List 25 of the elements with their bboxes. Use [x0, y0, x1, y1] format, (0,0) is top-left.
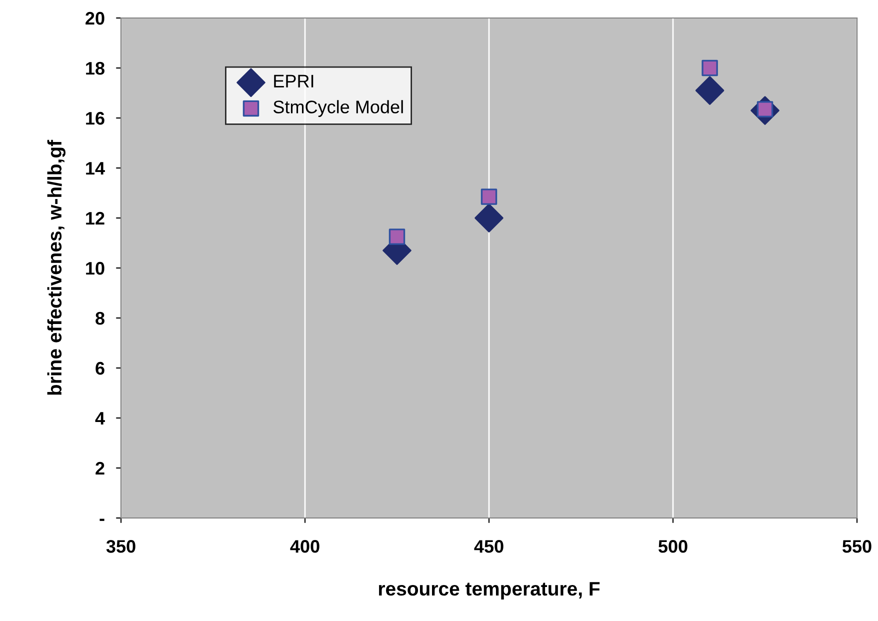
x-tick-label: 550 [842, 540, 872, 553]
y-tick-label: 16 [86, 112, 104, 125]
legend-label: StmCycle Model [273, 100, 403, 117]
y-tick-label: 2 [96, 462, 104, 475]
x-tick-label: 350 [106, 540, 136, 553]
y-tick-label: 8 [96, 312, 104, 325]
y-axis-title: brine effectivenes, w-h/lb,gf [47, 140, 66, 395]
y-tick-label: 14 [86, 162, 105, 175]
y-tick-label: 4 [95, 412, 105, 425]
y-tick-label: 6 [96, 362, 104, 375]
y-tick-label: 18 [86, 62, 104, 75]
x-tick-label: 500 [658, 540, 688, 553]
point [474, 204, 504, 232]
x-axis-title: resource temperature, F [378, 582, 600, 600]
x-tick-label: 450 [474, 540, 504, 553]
y-tick-label: - [100, 518, 104, 521]
point [388, 228, 406, 245]
y-tick-label: 12 [86, 212, 104, 225]
point [480, 188, 498, 205]
point [695, 76, 724, 105]
y-tick-label: 20 [86, 12, 104, 25]
point [702, 60, 718, 76]
legend-label: EPRI [274, 74, 314, 88]
y-tick-label: 10 [86, 262, 104, 275]
x-tick-label: 400 [290, 540, 320, 553]
